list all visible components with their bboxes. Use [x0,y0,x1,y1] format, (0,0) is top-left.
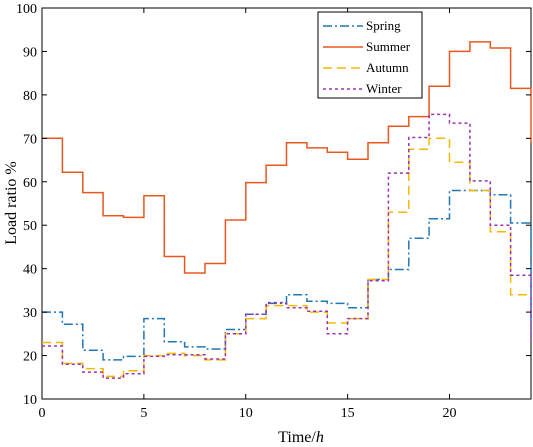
x-axis-label: Time/h [278,429,324,446]
y-axis-label: Load ratio % [3,161,20,245]
legend-label-spring: Spring [366,18,401,33]
legend-label-winter: Winter [366,81,402,96]
y-tick-label: 100 [16,2,37,17]
legend: Spring Summer Autumn Winter [317,11,423,99]
y-tick-label: 20 [23,350,37,365]
x-tick-label: 20 [443,406,457,421]
series-line-winter [42,113,532,379]
x-tick-label: 10 [239,406,253,421]
series-line-summer [42,41,532,274]
y-axis-ticks: 10 20 30 40 50 60 70 80 90 100 [16,2,531,408]
y-tick-label: 50 [23,219,37,234]
x-tick-label: 0 [39,406,46,421]
y-tick-label: 40 [23,263,37,278]
series-line-autumn [42,137,531,378]
x-axis-ticks: 0 5 10 15 20 [39,8,457,421]
x-tick-label: 5 [140,406,147,421]
legend-label-summer: Summer [366,39,411,54]
x-axis-label-unit: h [316,429,324,446]
x-tick-label: 15 [341,406,355,421]
y-tick-label: 90 [23,45,37,60]
y-tick-label: 70 [23,132,37,147]
series-line-spring [42,189,532,361]
y-tick-label: 10 [23,393,37,408]
y-tick-label: 30 [23,306,37,321]
legend-label-autumn: Autumn [366,60,409,75]
x-axis-label-text: Time/ [278,429,316,446]
plot-area [41,7,532,400]
y-tick-label: 60 [23,176,37,191]
y-tick-label: 80 [23,89,37,104]
series-layer [42,41,532,379]
